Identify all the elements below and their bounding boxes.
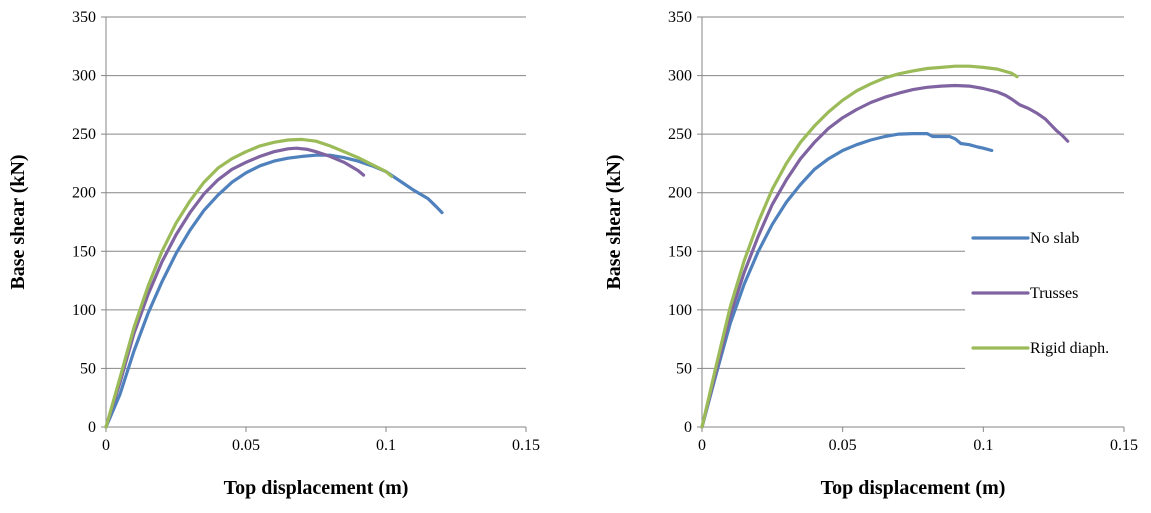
- y-tick-label: 250: [668, 126, 692, 143]
- y-tick-label: 250: [72, 126, 96, 143]
- legend-label-rigid-diaph: Rigid diaph.: [1030, 340, 1109, 357]
- series-line-no-slab: [104, 153, 444, 429]
- x-tick-label: 0: [698, 437, 706, 454]
- x-tick-label: 0.1: [973, 437, 993, 454]
- chart-right: 0 50 100 150 200 250 300 350 0 0.05 0.1 0.15 Top dis…: [603, 9, 1138, 499]
- x-tick-label: 0.15: [1110, 437, 1138, 454]
- y-tick-label: 0: [684, 419, 692, 436]
- legend-label-trusses: Trusses: [1030, 285, 1078, 302]
- series-line-trusses: [700, 83, 1070, 429]
- y-tick-label: 150: [72, 243, 96, 260]
- y-tick-label: 300: [668, 68, 692, 85]
- chart-left: 0 50 100 150 200 250 300 350 0 0.05 0.1 0.15 Top dis…: [7, 9, 540, 499]
- y-tick-label: 200: [72, 185, 96, 202]
- legend-box: [965, 214, 1125, 379]
- x-axis-title: Top displacement (m): [224, 477, 409, 499]
- y-tick-label: 150: [668, 243, 692, 260]
- y-tick-label: 350: [72, 9, 96, 26]
- y-tick-label: 200: [668, 185, 692, 202]
- series-line-trusses: [104, 146, 366, 429]
- y-tick-label: 300: [72, 68, 96, 85]
- y-tick-label: 350: [668, 9, 692, 26]
- y-tick-label: 50: [80, 360, 96, 377]
- y-tick-label: 100: [668, 302, 692, 319]
- series-line-no-slab: [700, 132, 994, 429]
- x-tick-label: 0: [102, 437, 110, 454]
- x-tick-label: 0.05: [829, 437, 857, 454]
- y-tick-label: 0: [88, 419, 96, 436]
- legend-label-no-slab: No slab: [1030, 230, 1079, 247]
- y-tick-label: 100: [72, 302, 96, 319]
- x-tick-label: 0.05: [232, 437, 260, 454]
- series-line-rigid-diaph: [700, 64, 1019, 429]
- x-tick-label: 0.1: [376, 437, 396, 454]
- x-axis-title: Top displacement (m): [821, 477, 1006, 499]
- y-axis-title: Base shear (kN): [7, 154, 29, 289]
- series-line-rigid-diaph: [104, 137, 394, 429]
- y-axis-title: Base shear (kN): [603, 154, 625, 289]
- y-tick-label: 50: [676, 360, 692, 377]
- x-tick-label: 0.15: [512, 437, 540, 454]
